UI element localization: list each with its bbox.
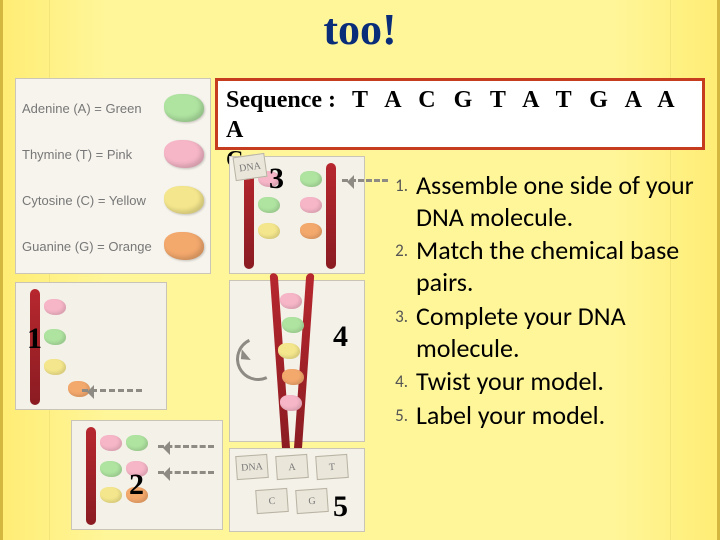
- instructions-list: 1.Assemble one side of your DNA molecule…: [388, 170, 718, 434]
- list-item: 3.Complete your DNA molecule.: [388, 301, 718, 364]
- legend-text: Guanine (G) = Orange: [22, 239, 156, 254]
- dna-tag-icon: DNA: [232, 153, 267, 181]
- instruction-text: Complete your DNA molecule.: [416, 301, 718, 364]
- step-number-5: 5: [333, 490, 348, 524]
- green-blob-icon: [164, 94, 204, 122]
- legend-row: Thymine (T) = Pink: [22, 131, 204, 177]
- legend-text: Cytosine (C) = Yellow: [22, 193, 156, 208]
- page-title: too!: [3, 0, 717, 55]
- legend-row: Cytosine (C) = Yellow: [22, 177, 204, 223]
- instruction-text: Label your model.: [416, 400, 718, 432]
- sequence-label: Sequence :: [226, 87, 336, 113]
- base-color-legend: Adenine (A) = Green Thymine (T) = Pink C…: [15, 78, 211, 274]
- instruction-text: Match the chemical base pairs.: [416, 235, 718, 298]
- legend-text: Adenine (A) = Green: [22, 101, 156, 116]
- arrow-icon: [342, 179, 388, 182]
- label-tag: A: [275, 454, 309, 480]
- legend-row: Adenine (A) = Green: [22, 85, 204, 131]
- yellow-blob-icon: [164, 186, 204, 214]
- step-number-3: 3: [269, 162, 284, 196]
- instruction-text: Assemble one side of your DNA molecule.: [416, 170, 718, 233]
- panel-step-2: [71, 420, 223, 530]
- panel-step-3: DNA: [229, 156, 365, 274]
- legend-row: Guanine (G) = Orange: [22, 223, 204, 269]
- list-item: 2.Match the chemical base pairs.: [388, 235, 718, 298]
- list-item: 4.Twist your model.: [388, 366, 718, 398]
- list-item: 1.Assemble one side of your DNA molecule…: [388, 170, 718, 233]
- step-number-4: 4: [333, 320, 348, 354]
- panel-step-4: [229, 280, 365, 442]
- label-tag: C: [255, 488, 289, 514]
- step-number-1: 1: [27, 322, 42, 356]
- step-number-2: 2: [129, 468, 144, 502]
- orange-blob-icon: [164, 232, 204, 260]
- label-tag: G: [295, 488, 329, 514]
- label-tag: DNA: [235, 454, 269, 480]
- list-item: 5.Label your model.: [388, 400, 718, 432]
- legend-text: Thymine (T) = Pink: [22, 147, 156, 162]
- instruction-text: Twist your model.: [416, 366, 718, 398]
- label-tag: T: [315, 454, 349, 480]
- pink-blob-icon: [164, 140, 204, 168]
- sequence-box: Sequence : T A C G T A T G A A A C: [215, 78, 705, 150]
